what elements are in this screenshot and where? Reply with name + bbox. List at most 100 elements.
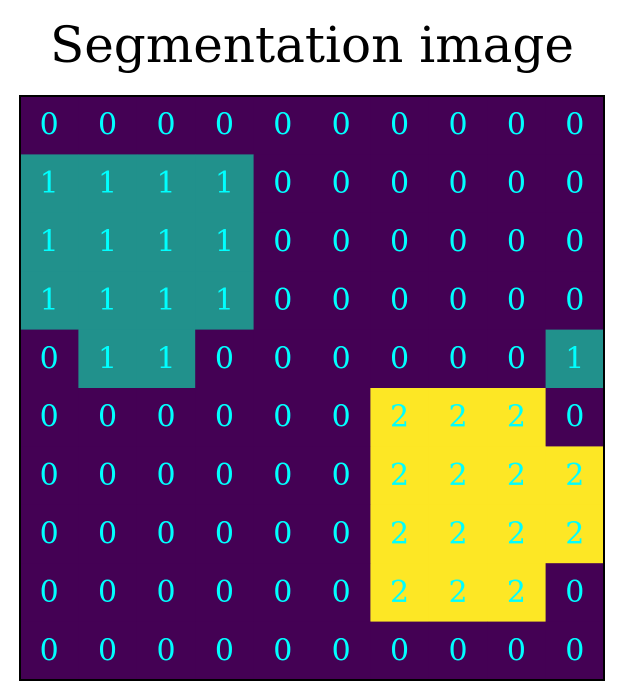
cell-label-r6-c0: 0 bbox=[40, 458, 59, 493]
cell-label-r7-c2: 0 bbox=[156, 517, 175, 552]
heatmap-cell-r1-c2 bbox=[136, 154, 196, 214]
cell-label-r1-c7: 0 bbox=[448, 166, 467, 201]
plot-frame bbox=[19, 95, 605, 681]
heatmap-cell-r8-c6 bbox=[370, 563, 430, 623]
cell-label-r3-c6: 0 bbox=[390, 283, 409, 318]
heatmap-cell-r7-c2 bbox=[136, 504, 196, 564]
heatmap-cell-r6-c4 bbox=[253, 446, 313, 506]
heatmap-cell-r4-c4 bbox=[253, 329, 313, 389]
heatmap-cell-r4-c1 bbox=[78, 329, 138, 389]
cell-label-r6-c8: 2 bbox=[507, 458, 526, 493]
cell-label-r4-c6: 0 bbox=[390, 341, 409, 376]
heatmap-cell-r3-c6 bbox=[370, 271, 430, 331]
heatmap-cell-r3-c0 bbox=[20, 271, 79, 331]
heatmap-cell-r0-c5 bbox=[312, 96, 371, 155]
cell-label-r6-c2: 0 bbox=[156, 458, 175, 493]
cell-label-r5-c3: 0 bbox=[215, 400, 234, 435]
heatmap-cell-r2-c2 bbox=[136, 212, 196, 272]
heatmap-cell-r4-c3 bbox=[195, 329, 255, 389]
heatmap-cell-r0-c9 bbox=[545, 96, 605, 155]
heatmap-cell-r2-c3 bbox=[195, 212, 255, 272]
cell-label-r8-c5: 0 bbox=[332, 575, 351, 610]
heatmap-cell-r7-c5 bbox=[312, 504, 371, 564]
heatmap-cell-r1-c1 bbox=[78, 154, 138, 214]
heatmap-cell-r6-c3 bbox=[195, 446, 255, 506]
heatmap-cell-r8-c5 bbox=[312, 563, 371, 623]
heatmap-cell-r3-c4 bbox=[253, 271, 313, 331]
cell-label-r8-c8: 2 bbox=[507, 575, 526, 610]
heatmap-cell-r1-c5 bbox=[312, 154, 371, 214]
cell-label-r4-c9: 1 bbox=[565, 341, 584, 376]
heatmap-cell-r5-c7 bbox=[428, 388, 488, 447]
cell-label-r5-c7: 2 bbox=[448, 400, 467, 435]
heatmap-cell-r6-c2 bbox=[136, 446, 196, 506]
cell-label-r5-c5: 0 bbox=[332, 400, 351, 435]
cell-label-r4-c3: 0 bbox=[215, 341, 234, 376]
heatmap-cell-r8-c7 bbox=[428, 563, 488, 623]
heatmap-cell-r9-c3 bbox=[195, 621, 255, 681]
cell-label-r7-c9: 2 bbox=[565, 517, 584, 552]
heatmap-cell-r2-c5 bbox=[312, 212, 371, 272]
cell-label-r0-c0: 0 bbox=[40, 108, 59, 143]
cell-label-r2-c3: 1 bbox=[215, 225, 234, 260]
heatmap-cell-r2-c0 bbox=[20, 212, 79, 272]
cell-label-r8-c2: 0 bbox=[156, 575, 175, 610]
cell-label-r8-c1: 0 bbox=[98, 575, 117, 610]
cell-label-r3-c1: 1 bbox=[98, 283, 117, 318]
heatmap-cell-r5-c3 bbox=[195, 388, 255, 447]
heatmap-cell-r5-c6 bbox=[370, 388, 430, 447]
cell-label-r6-c9: 2 bbox=[565, 458, 584, 493]
heatmap-cell-r3-c8 bbox=[487, 271, 547, 331]
cell-label-r8-c4: 0 bbox=[273, 575, 292, 610]
heatmap-cell-r3-c5 bbox=[312, 271, 371, 331]
cell-label-r2-c2: 1 bbox=[156, 225, 175, 260]
heatmap-cell-r4-c6 bbox=[370, 329, 430, 389]
heatmap-cell-r0-c7 bbox=[428, 96, 488, 155]
cell-label-r2-c5: 0 bbox=[332, 225, 351, 260]
heatmap-cell-r2-c4 bbox=[253, 212, 313, 272]
cell-label-r9-c8: 0 bbox=[507, 633, 526, 668]
heatmap-cell-r5-c5 bbox=[312, 388, 371, 447]
heatmap-cell-r7-c9 bbox=[545, 504, 605, 564]
cell-label-r1-c2: 1 bbox=[156, 166, 175, 201]
cell-label-r9-c2: 0 bbox=[156, 633, 175, 668]
cell-label-r5-c9: 0 bbox=[565, 400, 584, 435]
cell-label-r0-c3: 0 bbox=[215, 108, 234, 143]
heatmap-cell-r5-c9 bbox=[545, 388, 605, 447]
cell-label-r7-c8: 2 bbox=[507, 517, 526, 552]
cell-label-r1-c3: 1 bbox=[215, 166, 234, 201]
cell-label-r7-c0: 0 bbox=[40, 517, 59, 552]
cell-label-r0-c9: 0 bbox=[565, 108, 584, 143]
cell-label-r3-c0: 1 bbox=[40, 283, 59, 318]
heatmap-cell-r9-c1 bbox=[78, 621, 138, 681]
heatmap-cell-r0-c4 bbox=[253, 96, 313, 155]
heatmap-cell-r1-c6 bbox=[370, 154, 430, 214]
cell-label-r6-c5: 0 bbox=[332, 458, 351, 493]
heatmap-cell-r5-c8 bbox=[487, 388, 547, 447]
heatmap-cell-r0-c6 bbox=[370, 96, 430, 155]
heatmap-cell-r9-c7 bbox=[428, 621, 488, 681]
heatmap-cell-r2-c8 bbox=[487, 212, 547, 272]
heatmap-cell-r2-c6 bbox=[370, 212, 430, 272]
cell-label-r5-c4: 0 bbox=[273, 400, 292, 435]
cell-label-r4-c4: 0 bbox=[273, 341, 292, 376]
cell-label-r1-c9: 0 bbox=[565, 166, 584, 201]
heatmap-cell-r9-c9 bbox=[545, 621, 605, 681]
cell-label-r7-c5: 0 bbox=[332, 517, 351, 552]
heatmap-cell-r8-c2 bbox=[136, 563, 196, 623]
cell-label-r1-c6: 0 bbox=[390, 166, 409, 201]
cell-label-r1-c1: 1 bbox=[98, 166, 117, 201]
cell-label-r9-c5: 0 bbox=[332, 633, 351, 668]
heatmap-cell-r6-c0 bbox=[20, 446, 79, 506]
cell-label-r5-c1: 0 bbox=[98, 400, 117, 435]
heatmap-cell-r0-c8 bbox=[487, 96, 547, 155]
cell-label-r4-c0: 0 bbox=[40, 341, 59, 376]
cell-label-r2-c7: 0 bbox=[448, 225, 467, 260]
cell-label-r7-c4: 0 bbox=[273, 517, 292, 552]
cell-label-r0-c8: 0 bbox=[507, 108, 526, 143]
chart-title: Segmentation image bbox=[49, 16, 575, 74]
cell-label-r8-c3: 0 bbox=[215, 575, 234, 610]
heatmap-cell-r8-c4 bbox=[253, 563, 313, 623]
cell-label-r5-c6: 2 bbox=[390, 400, 409, 435]
